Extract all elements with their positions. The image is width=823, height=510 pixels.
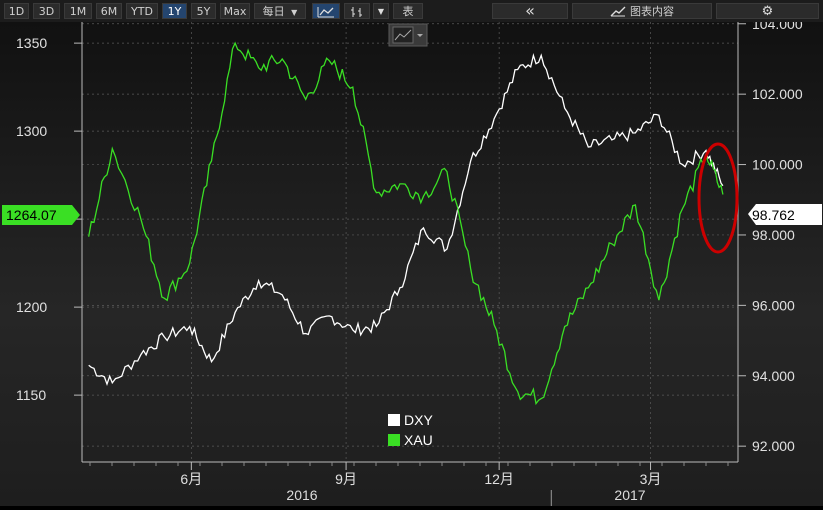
dxy-xau-line-chart: 1150120012501300135092.00094.00096.00098… [2, 16, 822, 506]
last-value-tag-left: 1264.07 [2, 205, 80, 225]
last-value-left: 1264.07 [6, 207, 57, 223]
line-chart-type-button[interactable] [312, 3, 340, 19]
chart-content-label: 图表内容 [630, 5, 674, 18]
series-line-xau [88, 41, 724, 406]
last-value-tag-right: 98.762 [748, 204, 822, 225]
mini-line-glyph [394, 29, 412, 41]
settings-button[interactable]: ⚙ [716, 3, 819, 19]
line-chart-icon [317, 7, 334, 18]
legend-label-dxy: DXY [404, 412, 433, 428]
chevron-down-icon [417, 34, 423, 37]
mini-line-chart-icon [392, 26, 414, 44]
range-1d-button[interactable]: 1D [4, 3, 29, 19]
series-layer [88, 41, 724, 406]
right-tick-label-96.000: 96.000 [752, 297, 795, 313]
last-value-tag-right-bg [748, 204, 822, 225]
year-label-2016: 2016 [286, 487, 317, 503]
range-3d-button[interactable]: 3D [33, 3, 60, 19]
range-6m-button[interactable]: 6M [96, 3, 122, 19]
last-value-tag-left-bg [2, 205, 80, 225]
month-tick-label-2016-09-01: 9月 [335, 471, 357, 487]
right-tick-label-92.000: 92.000 [752, 438, 795, 454]
range-1y-button[interactable]: 1Y [162, 3, 187, 19]
chevron-down-icon: ▼ [291, 8, 298, 17]
chart-area: 1150120012501300135092.00094.00096.00098… [0, 16, 823, 506]
table-view-button[interactable]: 表 [393, 3, 423, 19]
last-value-right: 98.762 [752, 207, 795, 223]
month-tick-label-2017-03-01: 3月 [640, 471, 662, 487]
chart-type-dropdown[interactable]: ▼ [373, 3, 389, 19]
range-max-button[interactable]: Max [220, 3, 250, 19]
legend-swatch-dxy [388, 414, 400, 426]
left-tick-label-1200: 1200 [16, 299, 47, 315]
left-tick-label-1350: 1350 [16, 35, 47, 51]
series-line-dxy [88, 52, 724, 387]
period-label: 每日 [262, 5, 285, 18]
right-tick-label-94.000: 94.000 [752, 368, 795, 384]
chevron-down-icon: ▼ [377, 7, 385, 16]
range-1m-button[interactable]: 1M [64, 3, 92, 19]
chart-content-button[interactable]: 图表内容 [572, 3, 712, 19]
range-5y-button[interactable]: 5Y [191, 3, 216, 19]
legend-label-xau: XAU [404, 432, 433, 448]
chart-toolbar: 1D 3D 1M 6M YTD 1Y 5Y Max 每日 ▼ ▼ 表 « 图表内… [0, 0, 823, 23]
right-tick-label-98.000: 98.000 [752, 227, 795, 243]
left-tick-label-1300: 1300 [16, 123, 47, 139]
chart-style-toggle[interactable] [388, 23, 428, 47]
ohlc-bars-icon [351, 7, 362, 17]
year-label-2017: 2017 [614, 487, 645, 503]
month-tick-label-2016-06-01: 6月 [180, 471, 202, 487]
right-tick-label-102.000: 102.000 [752, 86, 803, 102]
left-tick-label-1150: 1150 [16, 387, 46, 403]
legend-swatch-xau [388, 434, 400, 446]
collapse-panel-button[interactable]: « [492, 3, 568, 19]
right-tick-label-104.000: 104.000 [752, 22, 803, 32]
chart-content-icon [610, 6, 626, 17]
range-ytd-button[interactable]: YTD [126, 3, 158, 19]
double-chevron-left-icon: « [525, 1, 535, 20]
right-tick-label-100.000: 100.000 [752, 157, 803, 173]
chart-legend: DXY XAU [388, 412, 433, 448]
gear-icon: ⚙ [761, 4, 774, 19]
month-tick-label-2016-12-01: 12月 [484, 471, 514, 487]
ohlc-bars-button[interactable] [344, 3, 370, 19]
period-dropdown[interactable]: 每日 ▼ [254, 3, 306, 19]
highlight-circle [697, 142, 739, 254]
grid-lines [82, 22, 738, 462]
